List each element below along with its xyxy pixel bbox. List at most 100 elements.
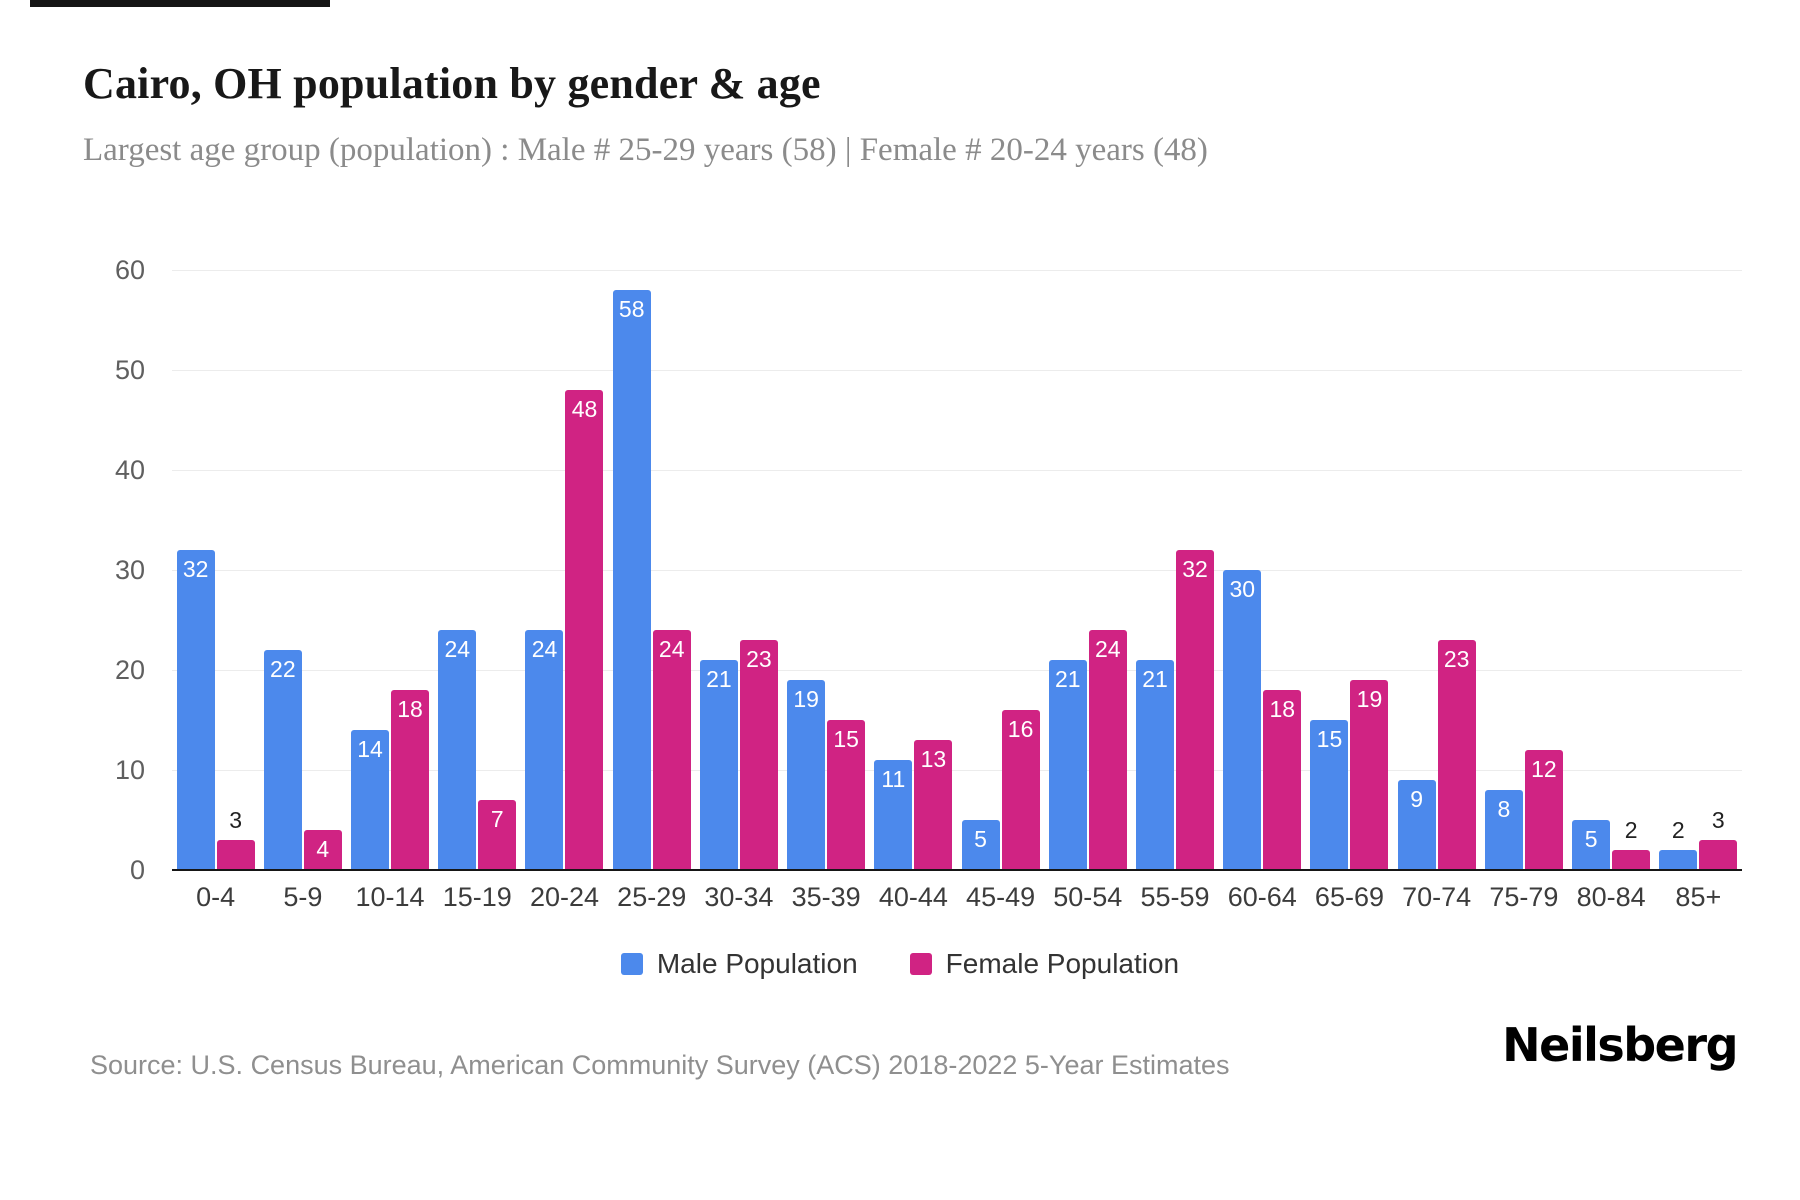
bar-chart: 0 10 20 30 40 50 60 32 3 0-4 22 4 5-9 14 18 10-14 24 7 15…	[85, 255, 1742, 912]
male-bar-15-19[interactable]: 24	[438, 630, 477, 870]
bar-value-label: 19	[793, 686, 819, 712]
bar-value-label: 5	[974, 826, 987, 852]
y-tick-label: 50	[114, 355, 145, 385]
bar-group-65-69: 15 19 65-69	[1306, 270, 1393, 912]
brand-logo[interactable]: Neilsberg	[1502, 1018, 1738, 1072]
bar-value-label: 32	[182, 556, 209, 582]
y-tick-label: 10	[114, 755, 145, 785]
male-bar-35-39[interactable]: 19	[787, 680, 826, 870]
male-bar-55-59[interactable]: 21	[1136, 660, 1175, 870]
x-axis-label: 25-29	[617, 882, 687, 912]
female-bar-20-24[interactable]: 48	[565, 390, 604, 870]
legend-item-female[interactable]: Female Population	[909, 948, 1180, 980]
x-axis-label: 40-44	[878, 882, 948, 912]
female-bar-40-44[interactable]: 13	[914, 740, 953, 870]
legend-label: Male Population	[656, 948, 858, 979]
bar-group-40-44: 11 13 40-44	[870, 270, 957, 912]
bar-group-70-74: 9 23 70-74	[1393, 270, 1480, 912]
bar-value-label: 8	[1497, 796, 1511, 822]
male-bar-60-64[interactable]: 30	[1223, 570, 1262, 870]
female-bar-60-64[interactable]: 18	[1263, 690, 1302, 870]
gridline	[172, 570, 1742, 571]
male-bar-40-44[interactable]: 11	[874, 760, 913, 870]
bar-value-label: 21	[1142, 666, 1168, 692]
chart-title: Cairo, OH population by gender & age	[83, 59, 821, 108]
plot-area: 32 3 0-4 22 4 5-9 14 18 10-14 24 7 15-19 24 48 20-24 58…	[172, 270, 1742, 912]
gridline	[172, 370, 1742, 371]
female-bar-70-74[interactable]: 23	[1437, 640, 1476, 870]
female-bar-65-69[interactable]: 19	[1350, 680, 1389, 870]
female-bar-10-14[interactable]: 18	[391, 690, 430, 870]
male-bar-85+[interactable]: 2	[1659, 817, 1698, 870]
male-bar-50-54[interactable]: 21	[1048, 660, 1087, 870]
bar-value-label: 11	[881, 766, 906, 792]
y-tick-label: 30	[114, 555, 145, 585]
x-axis-label: 5-9	[283, 882, 323, 912]
legend-label: Female Population	[945, 948, 1180, 979]
x-axis-label: 10-14	[355, 882, 425, 912]
male-bar-65-69[interactable]: 15	[1310, 720, 1349, 870]
male-bar-0-4[interactable]: 32	[176, 550, 215, 870]
bar-value-label: 3	[229, 807, 242, 833]
female-bar-0-4[interactable]: 3	[216, 807, 255, 870]
female-bar-25-29[interactable]: 24	[652, 630, 691, 870]
gridline	[172, 270, 1742, 271]
bar-group-75-79: 8 12 75-79	[1480, 270, 1567, 912]
female-bar-80-84[interactable]: 2	[1612, 817, 1651, 870]
bar-group-30-34: 21 23 30-34	[695, 270, 782, 912]
x-axis-label: 70-74	[1402, 882, 1472, 912]
bar-group-0-4: 32 3 0-4	[172, 270, 259, 912]
male-bar-30-34[interactable]: 21	[699, 660, 738, 870]
bar-group-85+: 2 3 85+	[1655, 270, 1742, 912]
female-bar-75-79[interactable]: 12	[1524, 750, 1563, 870]
bar-value-label: 24	[658, 636, 685, 662]
bar-group-55-59: 21 32 55-59	[1131, 270, 1218, 912]
female-bar-30-34[interactable]: 23	[739, 640, 778, 870]
legend-swatch	[909, 953, 932, 975]
legend-swatch	[620, 953, 643, 975]
bar-value-label: 48	[571, 396, 598, 422]
male-bar-75-79[interactable]: 8	[1484, 790, 1523, 870]
bar-value-label: 2	[1624, 817, 1638, 843]
bar-groups: 32 3 0-4 22 4 5-9 14 18 10-14 24 7 15-19 24 48 20-24 58…	[172, 270, 1742, 912]
female-bar-85+[interactable]: 3	[1699, 807, 1738, 870]
bar-value-label: 24	[444, 636, 471, 662]
bar-value-label: 24	[1095, 636, 1121, 662]
male-bar-10-14[interactable]: 14	[351, 730, 390, 870]
bar-value-label: 3	[1711, 807, 1725, 833]
x-axis-label: 65-69	[1314, 882, 1384, 912]
male-bar-45-49[interactable]: 5	[961, 820, 1000, 870]
legend: Male Population Female Population	[0, 948, 1800, 980]
male-bar-70-74[interactable]: 9	[1397, 780, 1436, 870]
bar-value-label: 9	[1410, 786, 1424, 812]
bar-value-label: 12	[1531, 756, 1557, 782]
x-axis-label: 75-79	[1489, 882, 1559, 912]
female-bar-35-39[interactable]: 15	[827, 720, 866, 870]
chart-subtitle: Largest age group (population) : Male # …	[83, 132, 1208, 168]
female-bar-50-54[interactable]: 24	[1088, 630, 1127, 870]
gridline	[172, 670, 1742, 671]
bar-value-label: 2	[1671, 817, 1685, 843]
bar-value-label: 23	[1443, 646, 1470, 672]
female-bar-55-59[interactable]: 32	[1176, 550, 1215, 870]
bar-value-label: 18	[397, 696, 423, 722]
bar-group-50-54: 21 24 50-54	[1044, 270, 1131, 912]
y-tick-label: 0	[129, 855, 145, 885]
male-bar-20-24[interactable]: 24	[525, 630, 564, 870]
male-bar-80-84[interactable]: 5	[1572, 820, 1611, 870]
gridline	[172, 470, 1742, 471]
male-bar-5-9[interactable]: 22	[263, 650, 302, 870]
y-tick-label: 20	[114, 655, 145, 685]
legend-item-male[interactable]: Male Population	[620, 948, 858, 980]
bar-value-label: 7	[490, 806, 504, 832]
bar-value-label: 4	[316, 836, 330, 862]
female-bar-15-19[interactable]: 7	[478, 800, 517, 870]
female-bar-5-9[interactable]: 4	[303, 830, 342, 870]
y-axis: 0 10 20 30 40 50 60	[85, 255, 157, 885]
bar-group-80-84: 5 2 80-84	[1568, 270, 1655, 912]
male-bar-25-29[interactable]: 58	[612, 290, 651, 870]
bar-value-label: 19	[1356, 686, 1383, 712]
female-bar-45-49[interactable]: 16	[1001, 710, 1040, 870]
gridline	[172, 770, 1742, 771]
bar-value-label: 32	[1182, 556, 1208, 582]
